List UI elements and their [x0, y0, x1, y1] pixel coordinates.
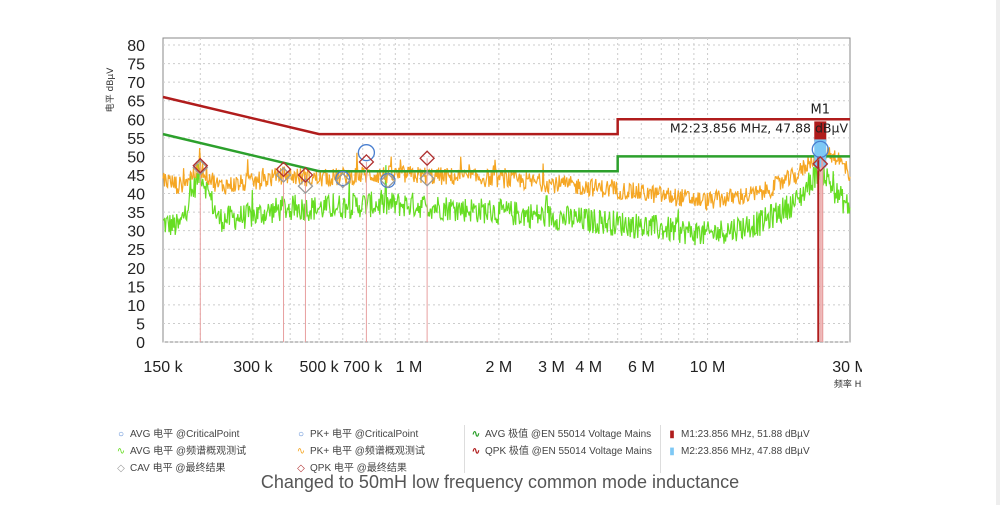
- qpk-final-point: [275, 161, 292, 178]
- y-tick-label: 15: [127, 279, 145, 296]
- y-tick-label: 35: [127, 205, 145, 222]
- y-tick-label: 50: [127, 149, 145, 166]
- marker-m1-icon: ▮: [669, 429, 675, 440]
- plot-area: [162, 37, 851, 343]
- wave-icon: ∿: [471, 429, 481, 440]
- legend-col-4: ▮ M1:23.856 MHz, 51.88 dBµV ▮ M2:23.856 MH…: [666, 426, 810, 460]
- legend-item: ▮ M1:23.856 MHz, 51.88 dBµV: [666, 426, 810, 443]
- legend-label: PK+ 电平 @频谱概观测试: [310, 446, 425, 457]
- y-tick-label: 20: [127, 261, 145, 278]
- y-tick-label: 55: [127, 131, 145, 148]
- limit-line-qpk: [162, 95, 850, 136]
- x-tick-label: 6 M: [628, 359, 655, 376]
- legend-item: ▮ M2:23.856 MHz, 47.88 dBµV: [666, 443, 810, 460]
- diamond-icon: ◇: [297, 463, 305, 474]
- legend-item: ∿ PK+ 电平 @频谱概观测试: [295, 443, 425, 460]
- qpk-final-point: [419, 150, 436, 167]
- legend-divider: [660, 425, 661, 473]
- x-tick-label: 150 k: [143, 359, 183, 376]
- y-tick-label: 70: [127, 75, 145, 92]
- chart-panel: 0 5 10 15 20 25 30 35 40 45 50 55 60 65 70 75 80 150 k 300…: [100, 30, 862, 474]
- cav-final-point: [379, 172, 396, 189]
- legend-item: ○ PK+ 电平 @CriticalPoint: [295, 426, 425, 443]
- x-tick-label: 1 M: [396, 359, 423, 376]
- legend-col-1: ○ AVG 电平 @CriticalPoint ∿ AVG 电平 @频谱概观测试 ◇…: [115, 426, 246, 477]
- legend-item: ◇ CAV 电平 @最终结果: [115, 460, 246, 477]
- x-tick-label: 2 M: [486, 359, 513, 376]
- legend-divider: [464, 425, 465, 473]
- x-tick-label: 4 M: [575, 359, 602, 376]
- marker-annotation: M2:23.856 MHz, 47.88 dBµV: [670, 120, 849, 135]
- cav-final-point: [297, 178, 314, 194]
- trace-avg: [162, 157, 851, 246]
- legend-label: AVG 电平 @CriticalPoint: [130, 429, 240, 440]
- x-tick-label: 3 M: [538, 359, 565, 376]
- x-tick-label: 30 M: [832, 359, 862, 376]
- y-tick-label: 0: [136, 335, 145, 352]
- cav-final-point: [192, 159, 209, 176]
- y-tick-label: 5: [136, 316, 145, 333]
- pk-critical-point: [357, 144, 376, 162]
- x-tick-label: 700 k: [343, 359, 383, 376]
- x-tick-label: 10 M: [690, 359, 726, 376]
- qpk-final-point: [297, 167, 314, 183]
- legend-col-2: ○ PK+ 电平 @CriticalPoint ∿ PK+ 电平 @频谱概观测试 ◇…: [295, 426, 425, 477]
- legend-item: ∿ AVG 极值 @EN 55014 Voltage Mains: [470, 426, 652, 443]
- avg-critical-point: [335, 170, 351, 187]
- x-tick-label: 300 k: [233, 359, 273, 376]
- marker-m1-box: [814, 121, 827, 142]
- legend-item: ◇ QPK 电平 @最终结果: [295, 460, 425, 477]
- legend-label: AVG 极值 @EN 55014 Voltage Mains: [485, 429, 652, 440]
- legend-label: CAV 电平 @最终结果: [130, 463, 226, 474]
- qpk-final-point: [192, 157, 209, 174]
- y-tick-label: 40: [127, 187, 145, 204]
- wave-icon: ∿: [116, 446, 126, 457]
- limit-line-avg: [162, 132, 850, 173]
- legend-item: ∿ AVG 电平 @频谱概观测试: [115, 443, 246, 460]
- cav-final-point: [419, 170, 436, 187]
- circle-icon: ○: [117, 429, 125, 440]
- circle-icon: ○: [297, 429, 305, 440]
- y-axis-label: 电平 dBµV: [104, 67, 116, 112]
- y-tick-label: 65: [127, 94, 145, 111]
- legend-label: PK+ 电平 @CriticalPoint: [310, 429, 419, 440]
- y-tick-label: 75: [127, 57, 145, 74]
- legend-label: M2:23.856 MHz, 47.88 dBµV: [681, 446, 810, 457]
- cav-final-point: [334, 172, 351, 189]
- legend-col-3: ∿ AVG 极值 @EN 55014 Voltage Mains ∿ QPK 极值 …: [470, 426, 652, 460]
- legend-label: AVG 电平 @频谱概观测试: [130, 446, 247, 457]
- y-tick-label: 45: [127, 168, 145, 185]
- y-tick-label: 10: [127, 298, 145, 315]
- x-tick-label: 500 k: [300, 359, 340, 376]
- legend-label: QPK 电平 @最终结果: [310, 463, 407, 474]
- legend-label: M1:23.856 MHz, 51.88 dBµV: [681, 429, 810, 440]
- legend-item: ○ AVG 电平 @CriticalPoint: [115, 426, 246, 443]
- wave-icon: ∿: [296, 446, 306, 457]
- caption: Changed to 50mH low frequency common mod…: [260, 472, 740, 492]
- wave-icon: ∿: [471, 446, 481, 457]
- qpk-final-point: [358, 154, 375, 170]
- y-tick-label: 25: [127, 242, 145, 259]
- marker-m2-icon: ▮: [669, 446, 675, 457]
- marker-label: M1: [811, 102, 831, 117]
- y-tick-label: 30: [127, 224, 145, 241]
- y-tick-label: 60: [127, 112, 145, 129]
- legend-item: ∿ QPK 极值 @EN 55014 Voltage Mains: [470, 443, 652, 460]
- qpk-final-point: [812, 155, 829, 172]
- x-axis-label: 频率 Hz: [834, 378, 862, 390]
- legend-label: QPK 极值 @EN 55014 Voltage Mains: [485, 446, 652, 457]
- marker-m2-box: [814, 139, 827, 168]
- diamond-icon: ◇: [117, 463, 125, 474]
- page-edge: [996, 0, 1000, 505]
- y-tick-label: 80: [127, 38, 145, 55]
